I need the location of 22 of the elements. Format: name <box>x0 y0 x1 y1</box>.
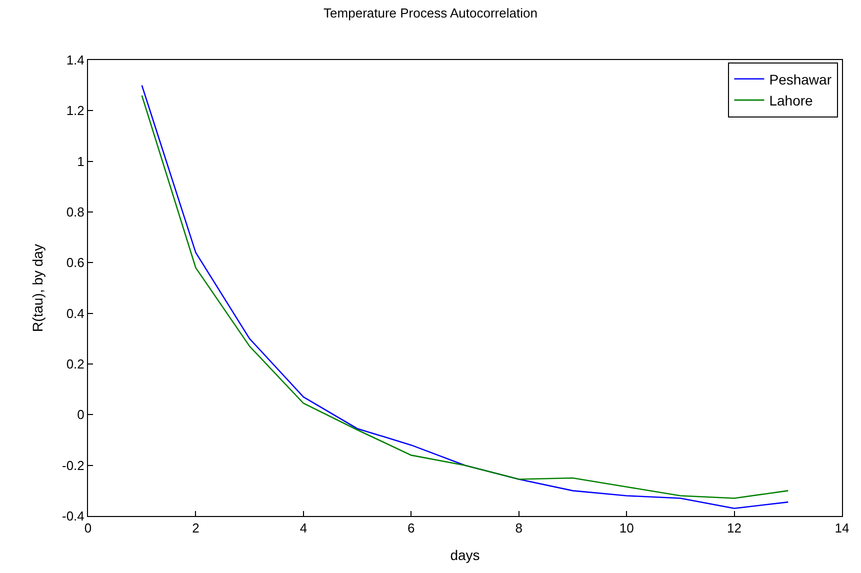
x-tick-label: 14 <box>834 520 850 536</box>
chart-title: Temperature Process Autocorrelation <box>324 6 538 21</box>
legend-label: Lahore <box>769 92 814 109</box>
y-tick-label: 1 <box>77 154 84 169</box>
x-tick-label: 12 <box>727 520 742 536</box>
y-tick-label: 0.6 <box>66 255 84 270</box>
legend-label: Peshawar <box>769 71 832 88</box>
y-tick-label: 0.8 <box>66 204 84 220</box>
y-tick-label: -0.4 <box>62 508 84 524</box>
y-tick-label: -0.2 <box>62 458 84 473</box>
x-tick-label: 6 <box>408 520 415 536</box>
x-tick-label: 2 <box>192 520 200 536</box>
y-axis-title: R(tau), by day <box>30 244 46 332</box>
x-tick-label: 4 <box>300 520 308 536</box>
y-tick-label: 0 <box>77 407 84 422</box>
y-tick-label: 0.2 <box>66 356 84 372</box>
x-axis-title: days <box>450 546 480 563</box>
y-tick-label: 0.4 <box>66 306 84 321</box>
x-tick-label: 10 <box>619 520 634 536</box>
y-tick-label: 1.2 <box>66 103 84 118</box>
x-tick-label: 8 <box>515 520 522 536</box>
y-tick-label: 1.4 <box>66 52 84 68</box>
